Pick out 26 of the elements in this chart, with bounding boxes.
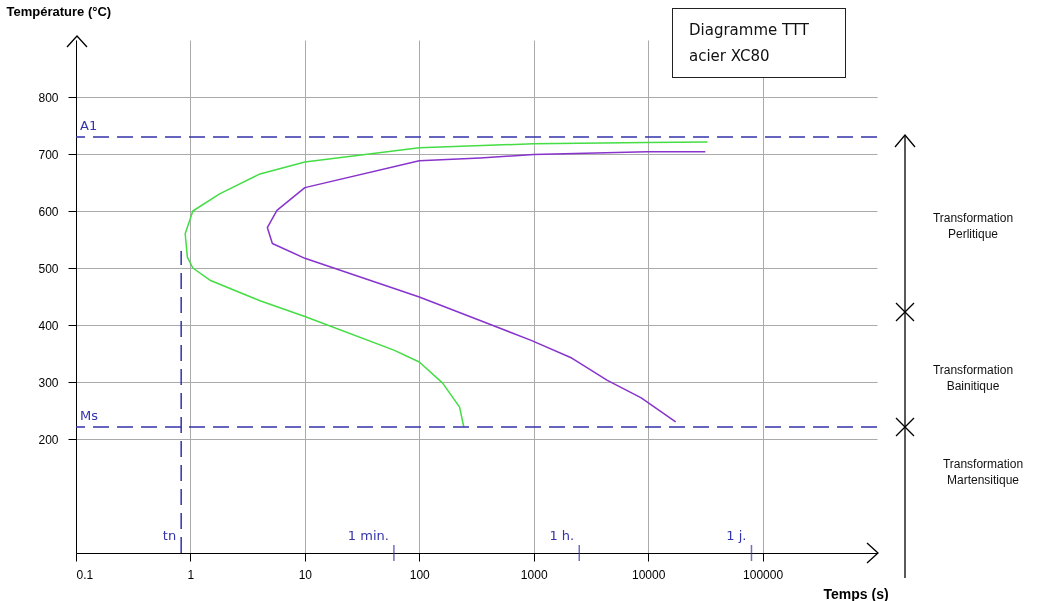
x-tick-label: 100000 <box>743 567 784 582</box>
y-tick-label: 700 <box>38 147 59 162</box>
series-label: tn <box>162 528 177 543</box>
text: Transformation Bainitique <box>931 362 1015 394</box>
y-tick-label: 400 <box>38 318 59 333</box>
x-tick-label: 1000 <box>520 567 548 582</box>
ref-line-label: Ms <box>80 408 99 424</box>
y-tick-label: 300 <box>38 375 59 390</box>
y-axis-title: Température (°C) <box>6 3 112 19</box>
x-axis-title: Temps (s) <box>823 585 889 601</box>
x-tick-label: 0.1 <box>76 567 94 582</box>
x-tick-label: 10000 <box>631 567 666 582</box>
ref-line-label: 1 h. <box>549 528 575 543</box>
ref-line-label: A1 <box>80 117 98 133</box>
x-tick-label: 10 <box>298 567 313 582</box>
x-tick-label: 1 <box>187 567 195 582</box>
y-tick-label: 500 <box>38 261 59 276</box>
y-tick-label: 800 <box>38 90 59 105</box>
y-tick-label: 200 <box>38 432 59 447</box>
text: Transformation Martensitique <box>941 456 1025 488</box>
y-tick-label: 600 <box>38 204 59 219</box>
title-box: Diagramme TTT acier XC80 <box>672 8 846 78</box>
ref-line-label: 1 j. <box>726 528 747 543</box>
text: Transformation Perlitique <box>931 210 1015 242</box>
ref-line-label: 1 min. <box>347 528 389 543</box>
x-tick-label: 100 <box>409 567 431 582</box>
